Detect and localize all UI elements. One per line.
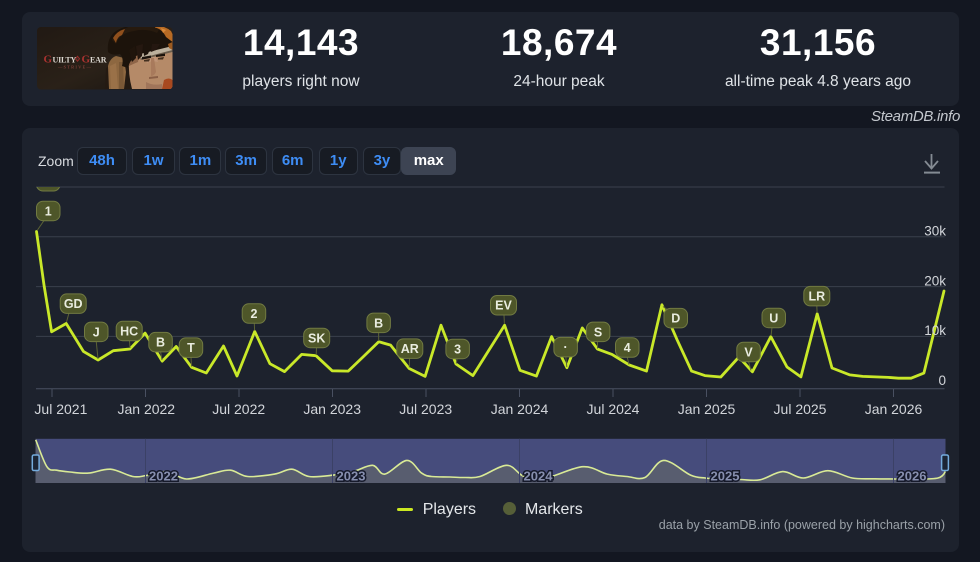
svg-text:J: J [93, 325, 100, 339]
svg-text:D: D [671, 312, 680, 326]
svg-text:Jul 2024: Jul 2024 [587, 401, 640, 417]
svg-text:30k: 30k [924, 224, 946, 239]
svg-text:3: 3 [454, 343, 461, 357]
svg-text:—STRIVE—: —STRIVE— [57, 65, 92, 70]
svg-text:GD: GD [64, 297, 83, 311]
svg-text:2022: 2022 [149, 469, 178, 484]
svg-text:2026: 2026 [898, 469, 927, 484]
svg-text:S: S [594, 325, 602, 339]
svg-text:20k: 20k [924, 274, 946, 289]
svg-text:G: G [82, 54, 91, 66]
svg-text:EAR: EAR [90, 56, 107, 65]
svg-text:Jan 2026: Jan 2026 [865, 401, 923, 417]
svg-text:Jan 2022: Jan 2022 [117, 401, 175, 417]
svg-text:LR: LR [808, 290, 825, 304]
svg-text:U: U [769, 312, 778, 326]
svg-text:·: · [564, 341, 568, 355]
svg-text:UILTY: UILTY [53, 56, 77, 65]
svg-text:2: 2 [251, 307, 258, 321]
svg-text:1: 1 [45, 205, 52, 219]
svg-text:Jan 2025: Jan 2025 [678, 401, 736, 417]
svg-text:Jul 2022: Jul 2022 [212, 401, 265, 417]
svg-text:SK: SK [308, 332, 325, 346]
svg-text:Jul 2021: Jul 2021 [34, 401, 87, 417]
svg-text:10k: 10k [924, 323, 946, 338]
svg-text:Jul 2023: Jul 2023 [399, 401, 452, 417]
svg-text:2025: 2025 [711, 469, 740, 484]
svg-text:V: V [744, 346, 753, 360]
svg-text:2023: 2023 [337, 469, 366, 484]
svg-text:Jul 2025: Jul 2025 [774, 401, 827, 417]
svg-text:B: B [374, 316, 383, 330]
svg-text:4: 4 [624, 341, 631, 355]
svg-text:AR: AR [401, 342, 419, 356]
svg-text:HC: HC [120, 325, 138, 339]
svg-text:Jan 2024: Jan 2024 [491, 401, 549, 417]
svg-text:T: T [187, 341, 195, 355]
svg-text:G: G [44, 54, 53, 66]
svg-text:B: B [156, 336, 165, 350]
svg-text:Jan 2023: Jan 2023 [303, 401, 361, 417]
svg-text:2024: 2024 [524, 469, 554, 484]
svg-text:EV: EV [495, 299, 512, 313]
svg-text:0: 0 [938, 373, 946, 388]
